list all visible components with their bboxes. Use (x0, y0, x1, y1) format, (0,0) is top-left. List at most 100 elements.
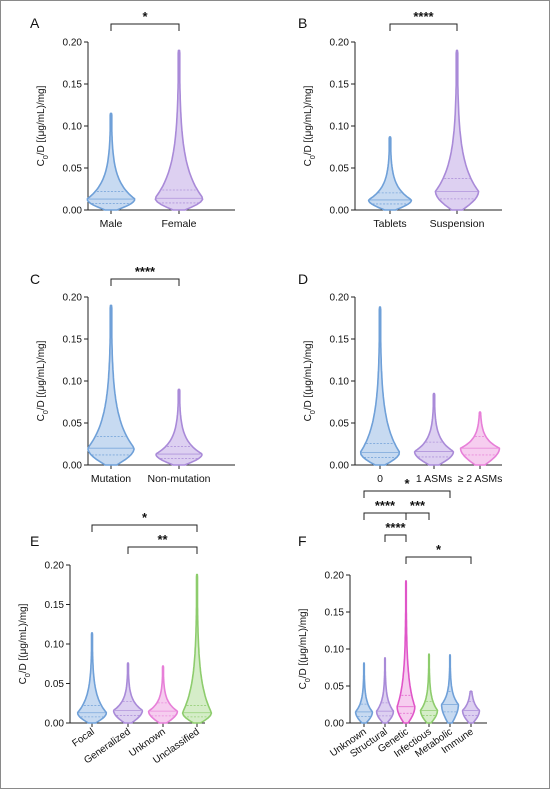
y-axis-title: C0/D [(μg/mL)/mg] (303, 340, 317, 421)
x-tick-label: 1 ASMs (416, 473, 452, 485)
y-tick-label: 0.00 (45, 719, 65, 730)
y-axis-title: C0/D [(μg/mL)/mg] (298, 608, 312, 689)
y-axis-title-main: C (36, 414, 47, 421)
significance-label: **** (375, 498, 396, 513)
y-axis-title-subscript: 0 (43, 410, 50, 414)
x-tick-label: Mutation (91, 473, 131, 485)
x-tick-label: Female (161, 218, 196, 230)
violin-suspension (434, 49, 480, 211)
violin-immune (461, 690, 481, 724)
violin-non-mutation (155, 388, 203, 466)
y-tick-label: 0.05 (63, 164, 83, 175)
panel-e: E 0.00 0.05 0.10 0.15 0.20 C0/D [(μg/mL)/mg] Fo… (18, 510, 213, 766)
violin--2-asms (459, 411, 501, 466)
y-axis-title-rest: /D [(μg/mL)/mg] (36, 340, 47, 410)
violin-genetic (396, 580, 416, 724)
violin-1-asms (413, 392, 455, 466)
y-tick-label: 0.00 (63, 206, 83, 217)
y-axis-title-main: C (303, 414, 314, 421)
panel-b: B 0.00 0.05 0.10 0.15 0.20 C0/D [(μg/mL)/mg] Ta… (298, 9, 502, 230)
y-tick-label: 0.15 (330, 335, 350, 346)
violin-unclassified (181, 573, 213, 724)
violin-infectious (419, 653, 439, 724)
y-axis-title-subscript: 0 (305, 678, 312, 682)
violin-0 (359, 306, 401, 466)
y-axis-title-rest: /D [(μg/mL)/mg] (303, 340, 314, 410)
y-tick-label: 0.15 (325, 608, 345, 619)
significance-label: *** (410, 498, 426, 513)
significance-bracket (389, 23, 458, 31)
violin-female (154, 49, 204, 211)
y-tick-label: 0.05 (45, 679, 65, 690)
y-axis-title-subscript: 0 (43, 155, 50, 159)
panel-label: D (298, 271, 308, 287)
significance-label: **** (413, 9, 434, 24)
y-axis-title-main: C (298, 682, 309, 689)
y-tick-label: 0.20 (45, 561, 65, 572)
x-tick-label: Non-mutation (147, 473, 210, 485)
violin-tablets (367, 136, 413, 211)
y-axis-title: C0/D [(μg/mL)/mg] (303, 85, 317, 166)
y-tick-label: 0.20 (330, 38, 350, 49)
significance-bracket (127, 546, 198, 554)
y-tick-label: 0.10 (325, 645, 345, 656)
y-axis-title-rest: /D [(μg/mL)/mg] (36, 85, 47, 155)
y-tick-label: 0.05 (325, 682, 345, 693)
y-axis-title-subscript: 0 (310, 155, 317, 159)
significance-label: * (142, 9, 148, 24)
y-tick-label: 0.05 (330, 419, 350, 430)
significance-bracket (405, 512, 430, 520)
significance-label: * (404, 476, 410, 491)
y-tick-label: 0.10 (330, 377, 350, 388)
y-tick-label: 0.15 (330, 80, 350, 91)
significance-bracket (384, 534, 407, 542)
y-axis-title-subscript: 0 (310, 410, 317, 414)
y-tick-label: 0.15 (45, 600, 65, 611)
violin-focal (76, 632, 108, 724)
significance-bracket (110, 23, 180, 31)
y-tick-label: 0.05 (63, 419, 83, 430)
y-tick-label: 0.10 (45, 640, 65, 651)
significance-bracket (363, 512, 407, 520)
panel-label: E (30, 533, 39, 549)
panel-label: A (30, 15, 40, 31)
y-tick-label: 0.20 (330, 293, 350, 304)
y-tick-label: 0.00 (63, 461, 83, 472)
violin-unknown (147, 665, 179, 724)
y-axis-title: C0/D [(μg/mL)/mg] (18, 603, 32, 684)
panel-a: A 0.00 0.05 0.10 0.15 0.20 C0/D [(μg/mL)/mg] Ma… (30, 9, 235, 230)
y-tick-label: 0.10 (330, 122, 350, 133)
violin-structural (375, 657, 395, 724)
x-tick-label: Focal (70, 726, 96, 749)
significance-bracket (363, 490, 451, 498)
y-axis-title-main: C (303, 159, 314, 166)
y-axis-title-rest: /D [(μg/mL)/mg] (298, 608, 309, 678)
y-axis-title: C0/D [(μg/mL)/mg] (36, 85, 50, 166)
y-tick-label: 0.15 (63, 335, 83, 346)
y-axis-title-subscript: 0 (25, 673, 32, 677)
violin-unknown (354, 662, 374, 724)
y-axis-title-main: C (36, 159, 47, 166)
panel-label: C (30, 271, 40, 287)
y-axis-title: C0/D [(μg/mL)/mg] (36, 340, 50, 421)
y-tick-label: 0.10 (63, 377, 83, 388)
significance-label: * (142, 510, 148, 525)
y-tick-label: 0.20 (63, 38, 83, 49)
y-axis-title-rest: /D [(μg/mL)/mg] (303, 85, 314, 155)
y-tick-label: 0.05 (330, 164, 350, 175)
significance-label: ** (157, 532, 168, 547)
significance-bracket (110, 278, 180, 286)
x-tick-label: 0 (377, 473, 383, 485)
significance-label: **** (385, 520, 406, 535)
panel-label: B (298, 15, 307, 31)
y-tick-label: 0.00 (330, 461, 350, 472)
violin-mutation (87, 304, 135, 466)
panel-label: F (298, 533, 307, 549)
x-tick-label: Suspension (430, 218, 485, 230)
significance-bracket (405, 556, 472, 564)
violin-metabolic (440, 654, 460, 724)
y-tick-label: 0.20 (325, 571, 345, 582)
